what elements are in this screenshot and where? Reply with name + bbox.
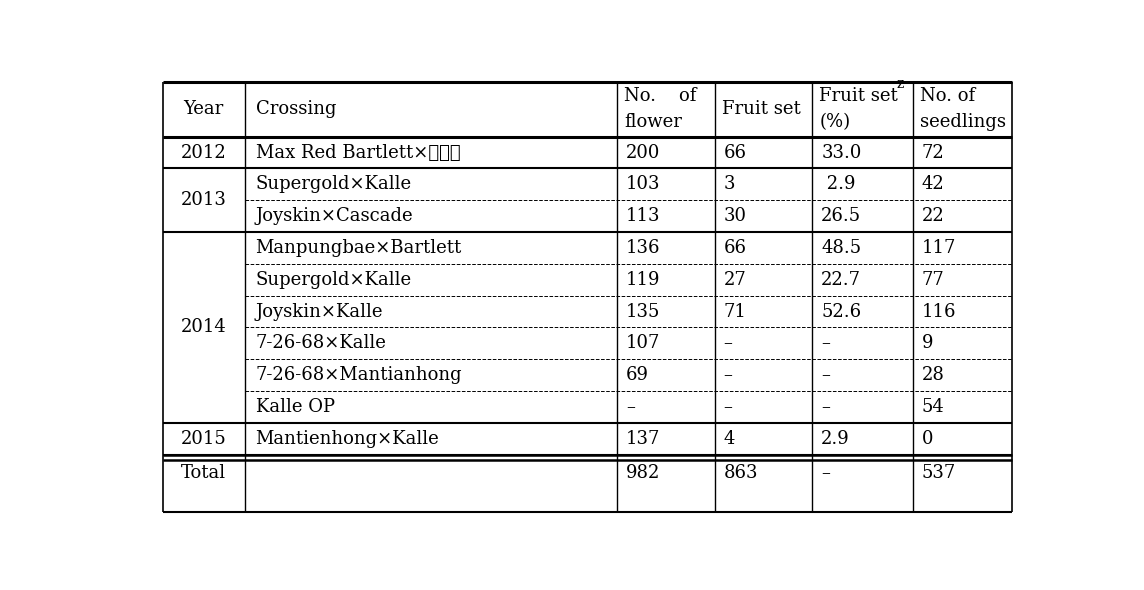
Text: 2015: 2015 (181, 430, 227, 448)
Text: 52.6: 52.6 (821, 303, 861, 320)
Text: 137: 137 (626, 430, 660, 448)
Text: 30: 30 (724, 207, 747, 225)
Text: 135: 135 (626, 303, 660, 320)
Text: 3: 3 (724, 175, 736, 194)
Text: 2.9: 2.9 (821, 175, 856, 194)
Text: 2.9: 2.9 (821, 430, 850, 448)
Text: –: – (626, 398, 635, 416)
Text: 537: 537 (921, 464, 955, 482)
Text: –: – (821, 398, 831, 416)
Text: 77: 77 (921, 271, 944, 289)
Text: 54: 54 (921, 398, 944, 416)
Text: 0: 0 (921, 430, 934, 448)
Text: (%): (%) (819, 113, 851, 131)
Text: Kalle OP: Kalle OP (255, 398, 334, 416)
Text: 72: 72 (921, 143, 944, 162)
Text: 2012: 2012 (181, 143, 227, 162)
Text: Crossing: Crossing (255, 100, 336, 119)
Text: No. of: No. of (920, 87, 975, 105)
Text: 9: 9 (921, 335, 934, 352)
Text: 33.0: 33.0 (821, 143, 861, 162)
Text: 117: 117 (921, 239, 955, 257)
Text: 42: 42 (921, 175, 944, 194)
Text: Manpungbae×Bartlett: Manpungbae×Bartlett (255, 239, 462, 257)
Text: 200: 200 (626, 143, 660, 162)
Text: 2014: 2014 (181, 319, 227, 336)
Text: z: z (897, 77, 904, 91)
Text: –: – (821, 335, 831, 352)
Text: –: – (724, 398, 732, 416)
Text: 863: 863 (724, 464, 758, 482)
Text: –: – (821, 464, 831, 482)
Text: Joyskin×Kalle: Joyskin×Kalle (255, 303, 383, 320)
Text: –: – (724, 366, 732, 384)
Text: 2013: 2013 (181, 191, 227, 209)
Text: 66: 66 (724, 239, 747, 257)
Text: seedlings: seedlings (920, 113, 1006, 131)
Text: Total: Total (181, 464, 227, 482)
Text: 22: 22 (921, 207, 944, 225)
Text: Supergold×Kalle: Supergold×Kalle (255, 175, 412, 194)
Text: 107: 107 (626, 335, 660, 352)
Text: Year: Year (183, 100, 224, 119)
Text: 7-26-68×Mantianhong: 7-26-68×Mantianhong (255, 366, 462, 384)
Text: Fruit set: Fruit set (819, 87, 898, 105)
Text: Mantienhong×Kalle: Mantienhong×Kalle (255, 430, 439, 448)
Text: 48.5: 48.5 (821, 239, 861, 257)
Text: 28: 28 (921, 366, 944, 384)
Text: 4: 4 (724, 430, 736, 448)
Text: 66: 66 (724, 143, 747, 162)
Text: –: – (821, 366, 831, 384)
Text: No.    of: No. of (625, 87, 697, 105)
Text: 27: 27 (724, 271, 747, 289)
Text: 119: 119 (626, 271, 661, 289)
Text: 69: 69 (626, 366, 649, 384)
Text: 71: 71 (724, 303, 747, 320)
Text: Supergold×Kalle: Supergold×Kalle (255, 271, 412, 289)
Text: 982: 982 (626, 464, 660, 482)
Text: 136: 136 (626, 239, 661, 257)
Text: 26.5: 26.5 (821, 207, 861, 225)
Text: 7-26-68×Kalle: 7-26-68×Kalle (255, 335, 387, 352)
Text: 116: 116 (921, 303, 956, 320)
Text: 113: 113 (626, 207, 661, 225)
Text: 103: 103 (626, 175, 661, 194)
Text: Max Red Bartlett×추황배: Max Red Bartlett×추황배 (255, 143, 460, 162)
Text: flower: flower (625, 113, 682, 131)
Text: Fruit set: Fruit set (722, 100, 801, 119)
Text: Joyskin×Cascade: Joyskin×Cascade (255, 207, 413, 225)
Text: –: – (724, 335, 732, 352)
Text: 22.7: 22.7 (821, 271, 861, 289)
